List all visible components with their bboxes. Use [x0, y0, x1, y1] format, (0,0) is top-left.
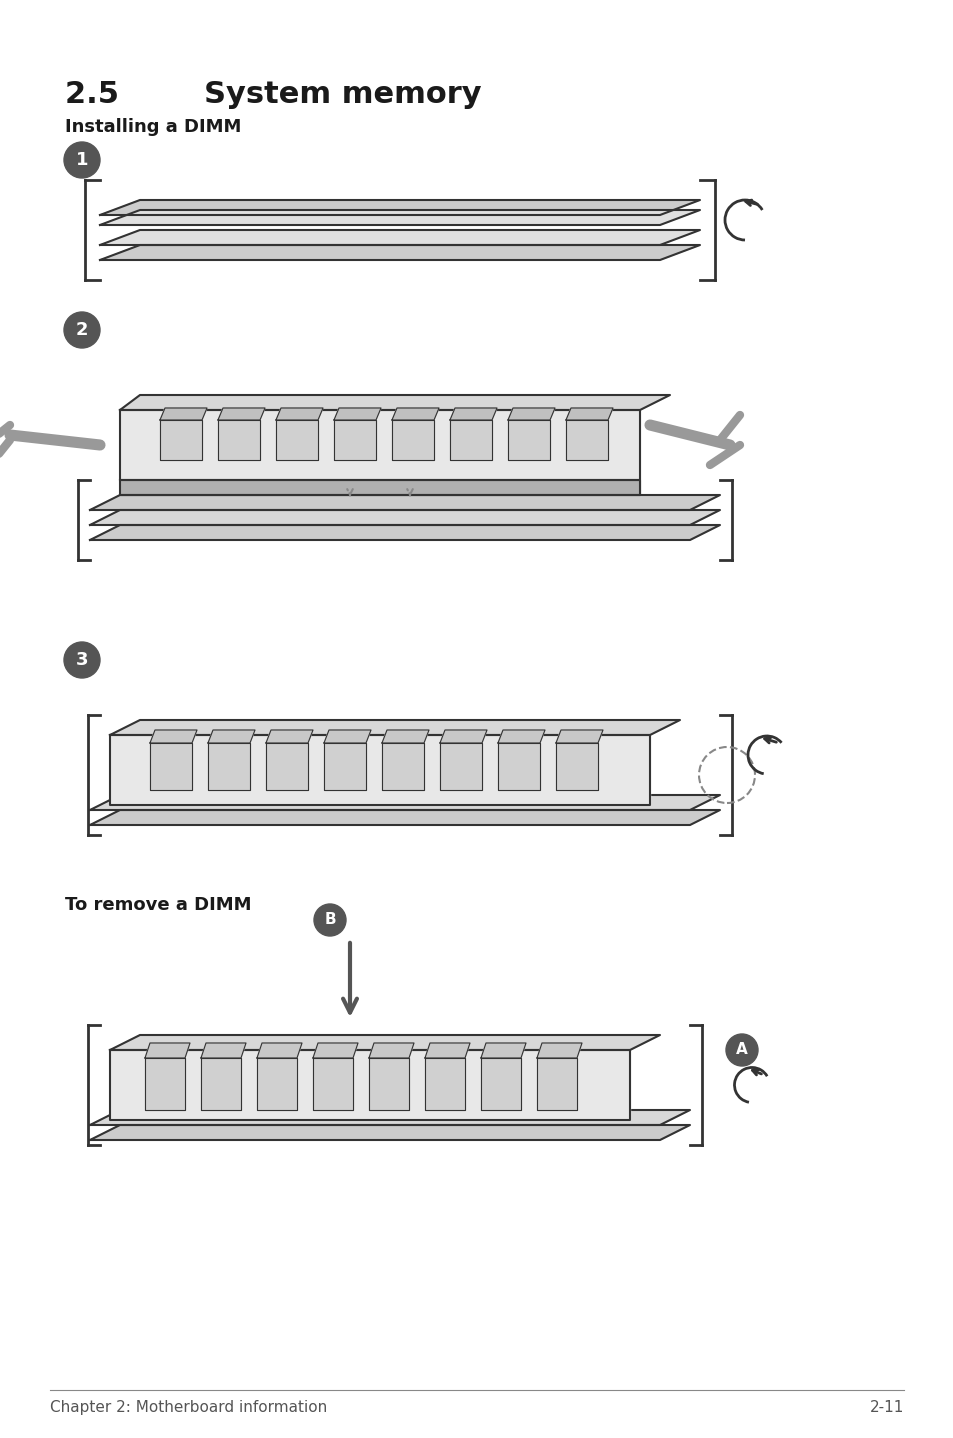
- Text: 1: 1: [75, 151, 89, 170]
- Circle shape: [725, 1034, 758, 1066]
- Polygon shape: [266, 731, 313, 743]
- Polygon shape: [507, 420, 550, 460]
- Polygon shape: [120, 395, 669, 410]
- Text: Chapter 2: Motherboard information: Chapter 2: Motherboard information: [50, 1401, 327, 1415]
- Polygon shape: [556, 731, 602, 743]
- Polygon shape: [381, 743, 423, 789]
- Polygon shape: [100, 230, 700, 244]
- Polygon shape: [334, 420, 375, 460]
- Text: A: A: [736, 1043, 747, 1057]
- Polygon shape: [218, 420, 260, 460]
- Polygon shape: [160, 420, 202, 460]
- Polygon shape: [424, 1043, 470, 1058]
- Polygon shape: [110, 1050, 629, 1120]
- Polygon shape: [497, 731, 544, 743]
- Polygon shape: [201, 1058, 241, 1110]
- Polygon shape: [90, 810, 720, 825]
- Polygon shape: [100, 200, 700, 216]
- Circle shape: [64, 142, 100, 178]
- Polygon shape: [334, 408, 380, 420]
- Polygon shape: [150, 731, 196, 743]
- Circle shape: [314, 905, 346, 936]
- Polygon shape: [160, 408, 207, 420]
- Polygon shape: [218, 408, 265, 420]
- Polygon shape: [256, 1058, 296, 1110]
- Polygon shape: [313, 1043, 357, 1058]
- Polygon shape: [275, 420, 317, 460]
- Polygon shape: [150, 743, 192, 789]
- Polygon shape: [381, 731, 429, 743]
- Circle shape: [64, 641, 100, 677]
- Polygon shape: [90, 1110, 689, 1125]
- Text: Installing a DIMM: Installing a DIMM: [65, 118, 241, 137]
- Polygon shape: [100, 244, 700, 260]
- Polygon shape: [480, 1043, 525, 1058]
- Polygon shape: [497, 743, 539, 789]
- Polygon shape: [392, 420, 434, 460]
- Text: 2: 2: [75, 321, 89, 339]
- Text: 2-11: 2-11: [869, 1401, 903, 1415]
- Polygon shape: [507, 408, 555, 420]
- Circle shape: [64, 312, 100, 348]
- Polygon shape: [145, 1043, 190, 1058]
- Polygon shape: [90, 795, 720, 810]
- Polygon shape: [100, 210, 700, 224]
- Polygon shape: [145, 1058, 185, 1110]
- Polygon shape: [450, 420, 492, 460]
- Polygon shape: [90, 1125, 689, 1140]
- Polygon shape: [201, 1043, 246, 1058]
- Polygon shape: [120, 480, 639, 495]
- Polygon shape: [439, 743, 481, 789]
- Polygon shape: [480, 1058, 520, 1110]
- Polygon shape: [424, 1058, 464, 1110]
- Polygon shape: [537, 1043, 581, 1058]
- Polygon shape: [392, 408, 438, 420]
- Polygon shape: [208, 731, 254, 743]
- Polygon shape: [324, 743, 366, 789]
- Polygon shape: [208, 743, 250, 789]
- Polygon shape: [266, 743, 308, 789]
- Polygon shape: [439, 731, 486, 743]
- Polygon shape: [110, 1035, 659, 1050]
- Polygon shape: [313, 1058, 353, 1110]
- Polygon shape: [556, 743, 598, 789]
- Polygon shape: [110, 720, 679, 735]
- Polygon shape: [110, 735, 649, 805]
- Text: 3: 3: [75, 651, 89, 669]
- Polygon shape: [369, 1058, 409, 1110]
- Text: To remove a DIMM: To remove a DIMM: [65, 896, 252, 915]
- Polygon shape: [256, 1043, 302, 1058]
- Polygon shape: [90, 510, 720, 525]
- Polygon shape: [275, 408, 323, 420]
- Polygon shape: [324, 731, 371, 743]
- Text: 2.5        System memory: 2.5 System memory: [65, 81, 481, 109]
- Text: B: B: [324, 913, 335, 928]
- Polygon shape: [90, 525, 720, 541]
- Polygon shape: [90, 495, 720, 510]
- Polygon shape: [450, 408, 497, 420]
- Polygon shape: [565, 420, 607, 460]
- Polygon shape: [537, 1058, 577, 1110]
- Polygon shape: [565, 408, 613, 420]
- Polygon shape: [120, 410, 639, 480]
- Polygon shape: [369, 1043, 414, 1058]
